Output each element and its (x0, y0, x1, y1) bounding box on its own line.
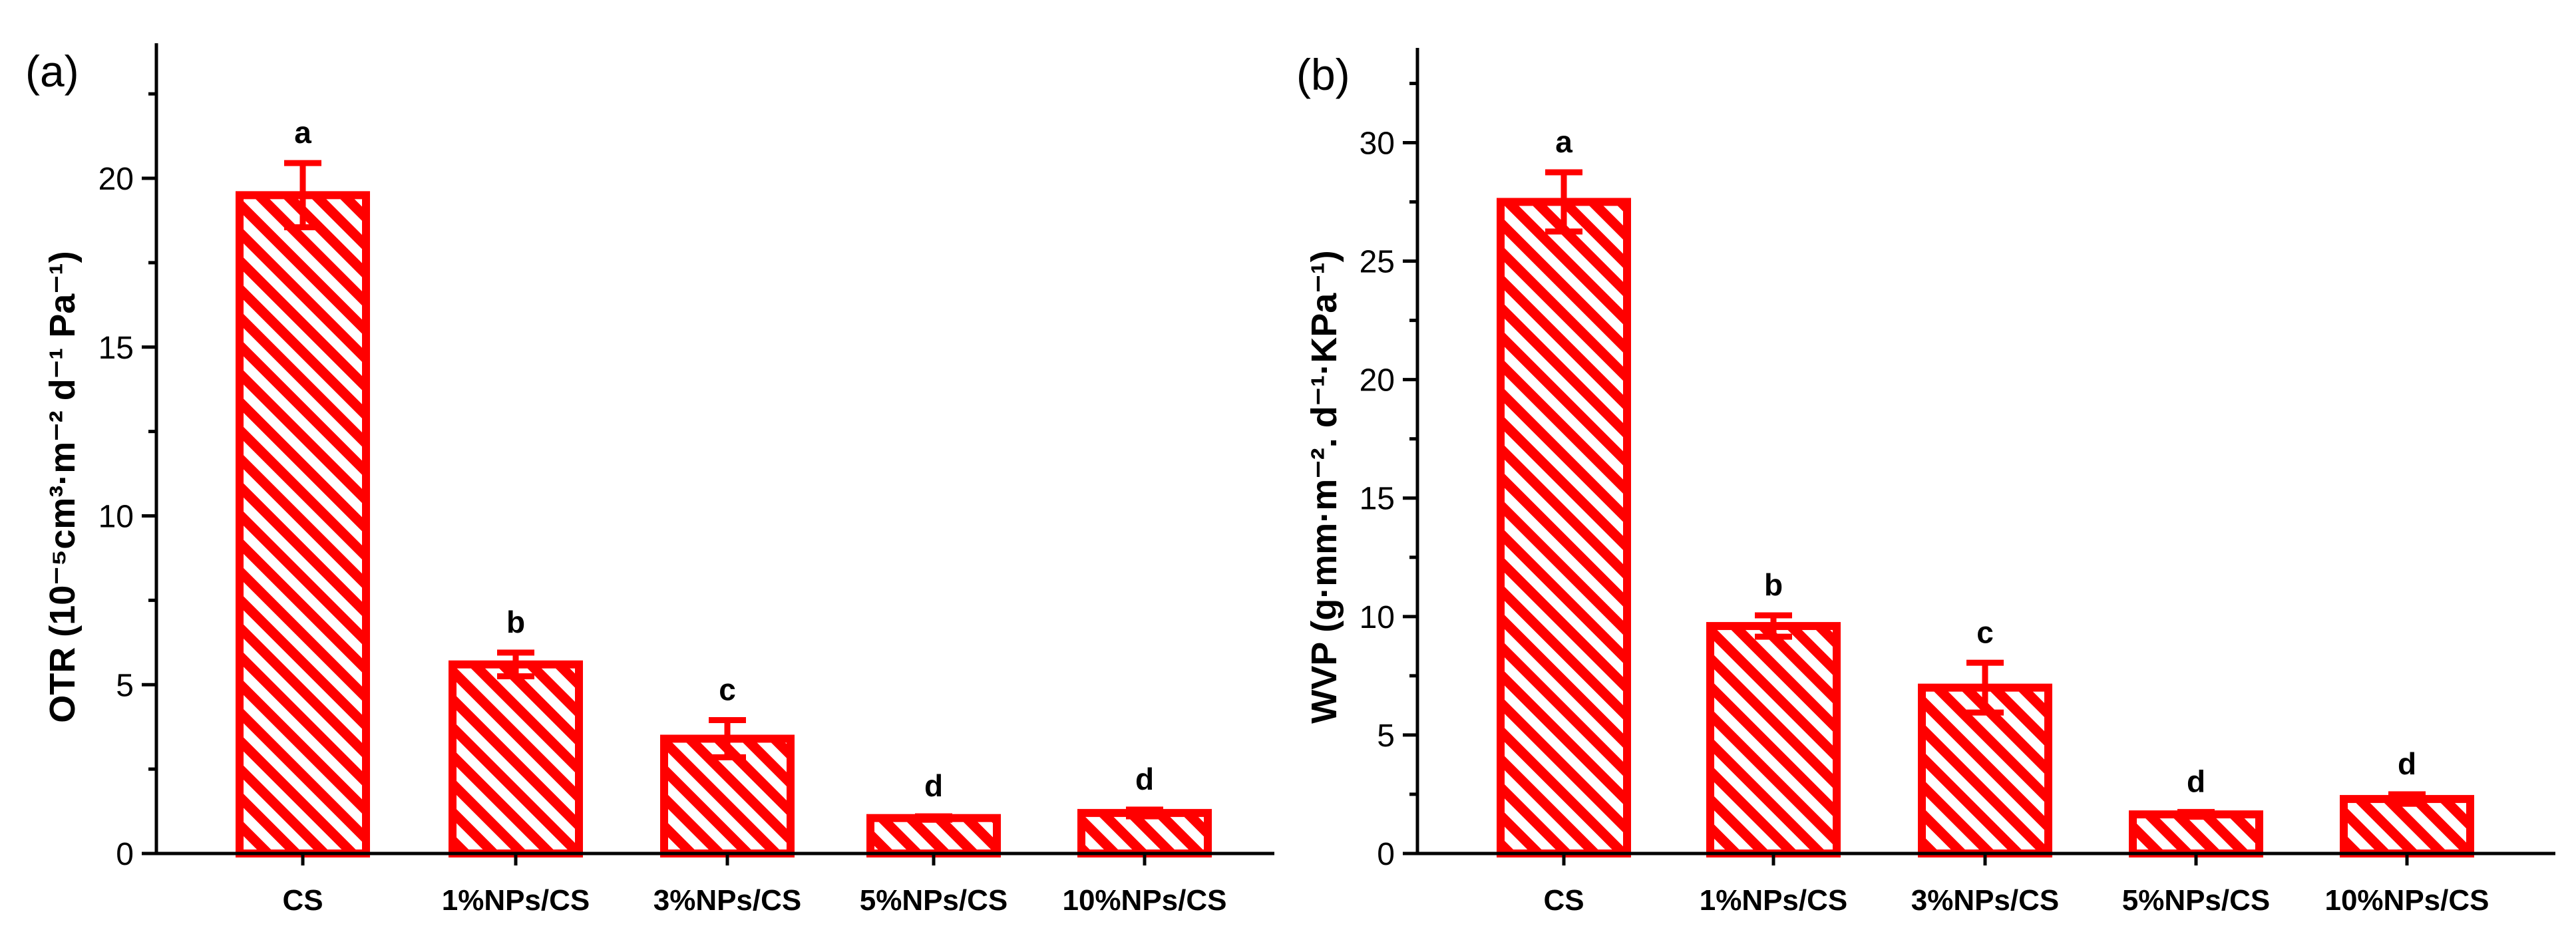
y-tick-label: 0 (1377, 837, 1395, 872)
panel-b-significance-labels: a b c d d (1555, 124, 2416, 799)
bar (449, 660, 583, 857)
y-tick-label: 20 (98, 162, 134, 197)
panel-a-y-axis-title: OTR (10⁻⁵cm³·m⁻² d⁻¹ Pa⁻¹) (43, 251, 83, 722)
error-bar (284, 160, 321, 231)
y-tick-label: 0 (116, 837, 134, 872)
y-tick-label: 10 (1360, 600, 1395, 635)
error-bar (2388, 791, 2426, 807)
panel-b-label: (b) (1296, 50, 1350, 99)
y-tick-label: 10 (98, 500, 134, 535)
panel-a-x-ticks: CS 1%NPs/CS 3%NPs/CS 5%NPs/CS 10%NPs/CS (282, 853, 1227, 917)
significance-label: b (1764, 567, 1783, 602)
error-bar (1966, 659, 2004, 716)
panel-a-chart: (a) OTR (10⁻⁵cm³·m⁻² d⁻¹ Pa⁻¹) a b c d d 0 5 1… (25, 43, 1274, 917)
significance-label: c (1976, 615, 1994, 649)
panel-a-label: (a) (25, 47, 79, 96)
significance-label: d (924, 768, 943, 803)
panel-b-chart: (b) WVP (g·mm·m⁻². d⁻¹·KPa⁻¹) a b c d d 0 5 10… (1296, 48, 2555, 917)
bar (866, 814, 1001, 858)
significance-label: b (506, 605, 525, 639)
x-tick-label: 5%NPs/CS (860, 884, 1008, 917)
error-bar (2177, 809, 2215, 820)
panel-b-y-ticks: 0 5 10 15 20 25 30 (1360, 81, 1417, 872)
y-tick-label: 30 (1360, 126, 1395, 161)
x-tick-label: 5%NPs/CS (2122, 884, 2271, 917)
y-tick-label: 5 (1377, 718, 1395, 754)
panel-a-significance-labels: a b c d d (294, 115, 1154, 803)
error-bar (497, 649, 534, 680)
panel-b-error-bars (1545, 169, 2426, 820)
x-tick-label: 3%NPs/CS (653, 884, 802, 917)
panel-b-y-axis-title: WVP (g·mm·m⁻². d⁻¹·KPa⁻¹) (1304, 250, 1344, 723)
y-tick-label: 15 (1360, 482, 1395, 517)
error-bar (1545, 169, 1582, 235)
significance-label: a (1555, 124, 1572, 159)
x-tick-label: 1%NPs/CS (1700, 884, 1848, 917)
bar (2129, 810, 2263, 857)
bar (1706, 622, 1841, 858)
significance-label: c (719, 673, 736, 707)
y-tick-label: 5 (116, 668, 134, 703)
x-tick-label: 10%NPs/CS (2324, 884, 2489, 917)
y-tick-label: 25 (1360, 245, 1395, 280)
x-tick-label: 3%NPs/CS (1911, 884, 2060, 917)
panel-a-y-ticks: 0 5 10 15 20 (98, 92, 156, 872)
error-bar (1755, 612, 1792, 640)
significance-label: a (294, 115, 311, 150)
panel-a-error-bars (284, 160, 1163, 823)
x-tick-label: 1%NPs/CS (442, 884, 590, 917)
error-bar (709, 717, 746, 760)
y-tick-label: 15 (98, 331, 134, 366)
panel-b-bars (1497, 198, 2474, 858)
x-tick-label: CS (1543, 884, 1584, 917)
error-bar (1126, 806, 1163, 820)
bar (1497, 198, 1631, 857)
bar (236, 191, 370, 857)
bar (2340, 795, 2474, 858)
panel-b-x-ticks: CS 1%NPs/CS 3%NPs/CS 5%NPs/CS 10%NPs/CS (1543, 853, 2489, 917)
x-tick-label: 10%NPs/CS (1062, 884, 1226, 917)
significance-label: d (1135, 762, 1154, 796)
y-tick-label: 20 (1360, 363, 1395, 398)
x-tick-label: CS (282, 884, 323, 917)
error-bar (915, 813, 952, 823)
significance-label: d (2398, 746, 2416, 781)
significance-label: d (2187, 764, 2205, 799)
